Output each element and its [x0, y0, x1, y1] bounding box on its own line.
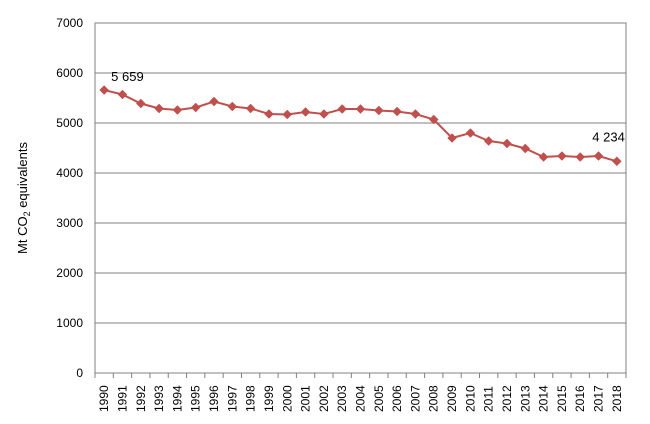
- x-axis-ticks: 1990 1991 1992 1993 1994 1995 1996 1997 1998 1999…: [94, 373, 627, 412]
- data-point-marker: [190, 102, 201, 113]
- data-point-marker: [428, 114, 439, 125]
- y-axis-title-rest: equivalents: [15, 142, 30, 212]
- data-point-marker: [373, 105, 384, 116]
- y-tick-label: 2000: [56, 266, 83, 280]
- x-tick-label: 2011: [482, 386, 496, 412]
- data-point-marker: [319, 109, 329, 119]
- x-tick-label: 1996: [207, 385, 221, 412]
- x-tick-label: 2009: [445, 385, 459, 412]
- x-tick-label: 1990: [97, 385, 111, 412]
- y-tick-label: 3000: [56, 216, 83, 230]
- data-label-first: 5 659: [111, 69, 144, 84]
- x-tick-label: 2010: [463, 385, 477, 412]
- series-layer: [99, 85, 622, 167]
- x-tick-label: 2002: [317, 385, 331, 412]
- y-tick-label: 6000: [56, 66, 83, 80]
- x-tick-label: 2013: [518, 385, 532, 412]
- x-tick-label: 2014: [537, 385, 551, 412]
- x-tick-label: 2005: [372, 385, 386, 412]
- y-axis-title-subscript: 2: [22, 211, 32, 216]
- data-point-marker: [135, 98, 146, 109]
- x-tick-label: 2017: [592, 385, 606, 412]
- data-point-marker: [483, 136, 494, 146]
- x-tick-label: 1995: [189, 385, 203, 412]
- data-point-marker: [227, 101, 238, 112]
- data-point-marker: [447, 133, 457, 143]
- x-tick-label: 1999: [262, 385, 276, 412]
- data-point-marker: [209, 96, 219, 107]
- y-axis-ticks: 0 1000 2000 3000 4000 5000 6000 7000: [56, 16, 83, 380]
- data-label-last: 4 234: [592, 129, 625, 144]
- y-axis-title: Mt CO2 equivalents: [15, 142, 32, 254]
- y-tick-label: 4000: [56, 166, 83, 180]
- plot-frame: [94, 22, 627, 374]
- data-point-marker: [264, 109, 274, 119]
- data-point-marker: [575, 152, 586, 162]
- x-tick-label: 2012: [500, 385, 514, 412]
- data-point-marker: [245, 103, 256, 114]
- data-point-marker: [557, 151, 567, 161]
- x-tick-label: 1992: [134, 385, 148, 412]
- gridlines: [95, 22, 626, 324]
- x-tick-label: 2007: [408, 385, 422, 412]
- x-tick-label: 2004: [354, 385, 368, 412]
- data-point-marker: [300, 107, 311, 117]
- data-point-marker: [611, 156, 622, 167]
- x-tick-label: 2006: [390, 385, 404, 412]
- data-point-marker: [282, 109, 293, 120]
- data-point-marker: [154, 103, 164, 114]
- x-tick-label: 1991: [115, 385, 129, 412]
- x-tick-label: 2008: [427, 385, 441, 412]
- data-point-marker: [99, 85, 110, 95]
- y-tick-label: 5000: [56, 116, 83, 130]
- x-tick-label: 2016: [573, 385, 587, 412]
- x-tick-label: 2001: [299, 385, 313, 412]
- data-point-marker: [465, 128, 476, 138]
- data-point-marker: [593, 151, 604, 161]
- y-tick-label: 0: [76, 366, 83, 380]
- data-point-marker: [502, 138, 512, 149]
- x-tick-label: 1997: [225, 385, 239, 412]
- x-tick-label: 1993: [152, 385, 166, 412]
- x-tick-label: 2015: [555, 385, 569, 412]
- data-point-marker: [392, 106, 402, 117]
- annotation-layer: 5 659 4 234: [111, 69, 625, 144]
- x-tick-label: 2018: [610, 385, 624, 412]
- series-line: [103, 89, 618, 163]
- data-point-marker: [337, 104, 348, 114]
- y-tick-label: 7000: [56, 16, 83, 30]
- data-point-marker: [538, 152, 549, 162]
- plot-area-frame: [94, 22, 627, 374]
- data-point-marker: [410, 109, 421, 119]
- data-point-marker: [520, 143, 531, 154]
- data-point-marker: [117, 89, 128, 100]
- y-tick-label: 1000: [56, 316, 83, 330]
- x-tick-label: 2000: [280, 385, 294, 412]
- data-point-marker: [172, 105, 183, 115]
- y-axis-title-main: Mt CO: [15, 216, 30, 254]
- x-tick-label: 1998: [244, 385, 258, 412]
- x-tick-label: 1994: [170, 385, 184, 412]
- data-point-marker: [355, 104, 366, 114]
- x-tick-label: 2003: [335, 385, 349, 412]
